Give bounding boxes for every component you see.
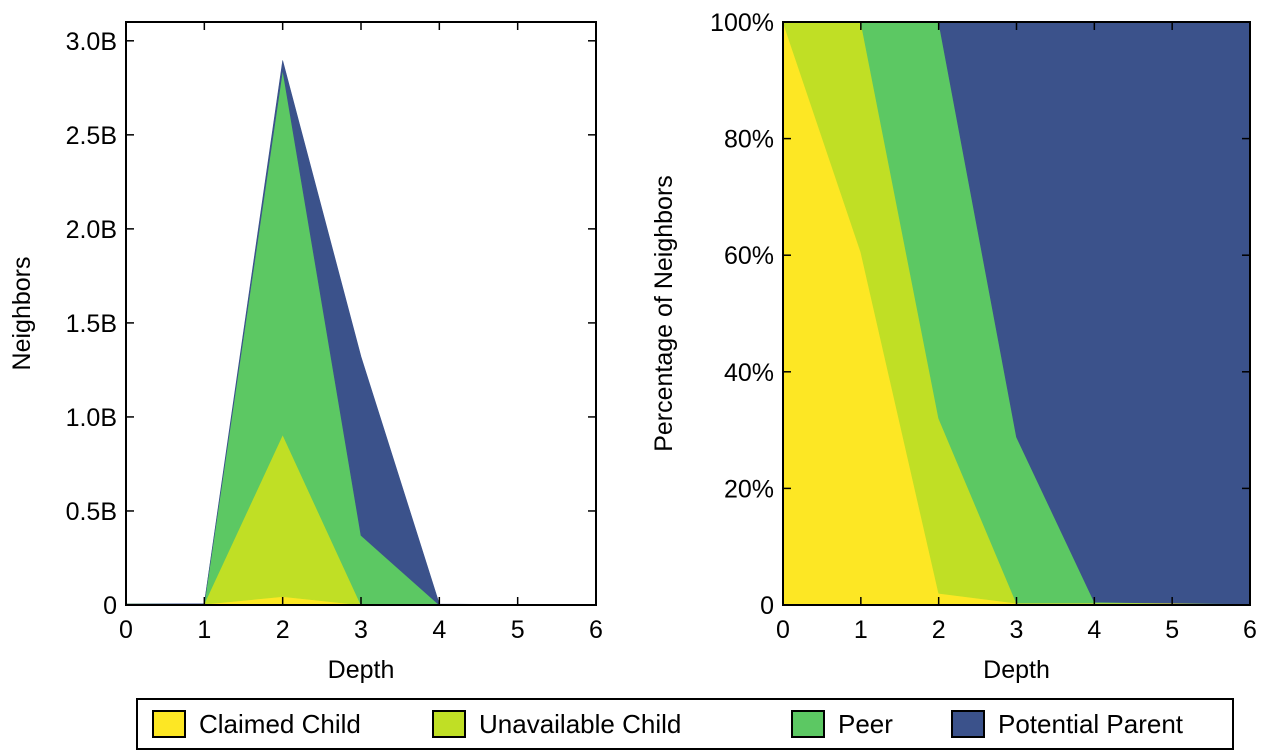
neighbors-y-tick-label: 3.0B bbox=[66, 28, 117, 56]
legend-label-unavailable-child: Unavailable Child bbox=[479, 709, 681, 739]
percentage-y-tick-label: 0 bbox=[760, 592, 774, 620]
neighbors-y-tick-label: 1.0B bbox=[66, 404, 117, 432]
percentage-x-tick-label: 4 bbox=[1087, 616, 1101, 644]
neighbors-y-tick-label: 1.5B bbox=[66, 310, 117, 338]
legend-item-claimed-child: Claimed Child bbox=[152, 709, 361, 739]
neighbors-y-axis-title: Neighbors bbox=[8, 257, 36, 371]
percentage-x-tick-label: 6 bbox=[1243, 616, 1257, 644]
percentage-x-tick-label: 2 bbox=[932, 616, 946, 644]
legend: Claimed Child Unavailable Child Peer Potent… bbox=[136, 698, 1234, 750]
legend-item-potential-parent: Potential Parent bbox=[951, 709, 1184, 739]
neighbors-y-tick-label: 2.5B bbox=[66, 122, 117, 150]
legend-swatch-peer bbox=[791, 710, 825, 738]
neighbors-y-ticks: 0 0.5B 1.0B 1.5B 2.0B 2.5B 3.0B bbox=[66, 28, 596, 620]
neighbors-x-axis-title: Depth bbox=[328, 656, 395, 684]
percentage-chart: 0 1 2 3 4 5 6 0 20% 40% 60% 80% 100% Depth Percentage … bbox=[650, 9, 1257, 684]
neighbors-x-tick-label: 1 bbox=[197, 616, 211, 644]
neighbors-x-ticks: 0 1 2 3 4 5 6 bbox=[119, 22, 603, 644]
legend-label-potential-parent: Potential Parent bbox=[998, 709, 1184, 739]
percentage-y-tick-label: 20% bbox=[724, 475, 774, 503]
legend-label-peer: Peer bbox=[838, 709, 893, 739]
neighbors-x-tick-label: 5 bbox=[511, 616, 525, 644]
legend-label-claimed-child: Claimed Child bbox=[199, 709, 361, 739]
percentage-y-tick-label: 40% bbox=[724, 359, 774, 387]
percentage-x-tick-label: 1 bbox=[854, 616, 868, 644]
neighbors-x-tick-label: 6 bbox=[589, 616, 603, 644]
legend-swatch-unavailable-child bbox=[432, 710, 466, 738]
percentage-x-tick-label: 0 bbox=[776, 616, 790, 644]
percentage-x-tick-label: 5 bbox=[1165, 616, 1179, 644]
neighbors-x-tick-label: 3 bbox=[354, 616, 368, 644]
neighbors-x-tick-label: 4 bbox=[432, 616, 446, 644]
percentage-x-ticks: 0 1 2 3 4 5 6 bbox=[776, 22, 1257, 644]
percentage-x-axis-title: Depth bbox=[983, 656, 1050, 684]
percentage-x-tick-label: 3 bbox=[1010, 616, 1024, 644]
percentage-areas bbox=[782, 21, 1251, 606]
legend-swatch-claimed-child bbox=[152, 710, 186, 738]
legend-box bbox=[136, 698, 1234, 750]
neighbors-y-tick-label: 0 bbox=[103, 592, 117, 620]
legend-item-unavailable-child: Unavailable Child bbox=[432, 709, 681, 739]
percentage-y-ticks: 0 20% 40% 60% 80% 100% bbox=[710, 9, 1250, 620]
neighbors-chart: 0 1 2 3 4 5 6 0 0.5B 1.0B 1.5B 2.0B 2.5B 3.0B Depth Nei… bbox=[8, 21, 603, 684]
neighbors-y-tick-label: 2.0B bbox=[66, 216, 117, 244]
neighbors-y-tick-label: 0.5B bbox=[66, 498, 117, 526]
neighbors-x-tick-label: 2 bbox=[276, 616, 290, 644]
legend-item-peer: Peer bbox=[791, 709, 893, 739]
percentage-y-axis-title: Percentage of Neighbors bbox=[650, 175, 678, 452]
percentage-y-tick-label: 60% bbox=[724, 242, 774, 270]
neighbors-x-tick-label: 0 bbox=[119, 616, 133, 644]
percentage-y-tick-label: 100% bbox=[710, 9, 774, 37]
percentage-y-tick-label: 80% bbox=[724, 126, 774, 154]
legend-swatch-potential-parent bbox=[951, 710, 985, 738]
